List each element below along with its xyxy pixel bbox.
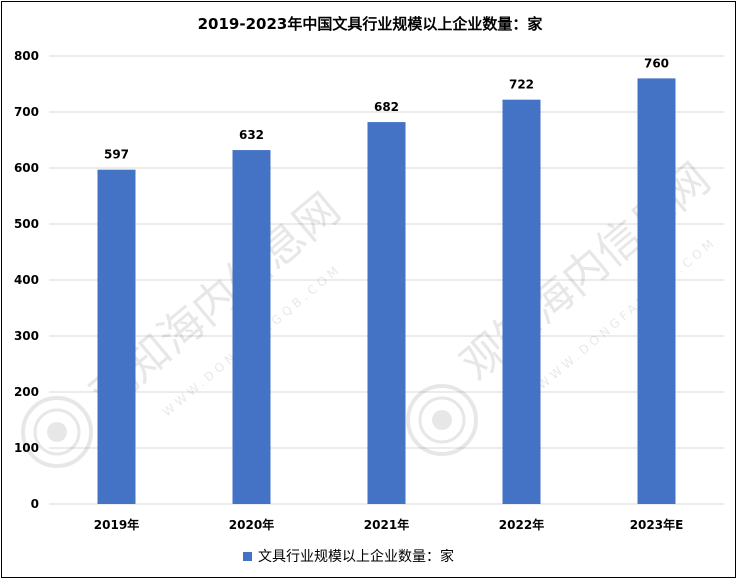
bars [97,78,676,505]
legend-label: 文具行业规模以上企业数量：家 [258,548,454,565]
data-label: 632 [239,128,264,142]
data-label: 760 [644,56,669,70]
x-tick-label: 2022年 [499,517,544,532]
data-label: 722 [509,78,534,92]
y-tick-label: 600 [14,161,39,175]
legend-swatch [243,552,252,561]
y-tick-label: 0 [31,497,39,511]
data-label: 682 [374,100,399,114]
x-tick-label: 2019年 [94,517,139,532]
bar [232,150,271,504]
x-tick-label: 2021年 [364,517,409,532]
y-tick-label: 500 [14,217,39,231]
y-tick-label: 400 [14,273,39,287]
legend: 文具行业规模以上企业数量：家 [243,548,454,565]
y-tick-label: 300 [14,329,39,343]
y-tick-label: 100 [14,441,39,455]
y-tick-label: 200 [14,385,39,399]
bar [502,99,541,505]
x-tick-label: 2023年E [630,517,684,532]
x-tick-label: 2020年 [229,517,274,532]
y-tick-label: 700 [14,105,39,119]
bar [637,78,676,505]
y-axis: 0 100 200 300 400 500 600 700 800 [14,49,39,511]
chart-title: 2019-2023年中国文具行业规模以上企业数量：家 [198,15,543,33]
data-labels: 597 632 682 722 760 [104,56,669,161]
watermark-logo-left [21,396,93,468]
bar [367,122,406,504]
data-label: 597 [104,148,129,162]
y-tick-label: 800 [14,49,39,63]
bar [97,169,136,504]
watermark-logo-right [406,384,478,456]
x-axis: 2019年 2020年 2021年 2022年 2023年E [94,517,684,532]
